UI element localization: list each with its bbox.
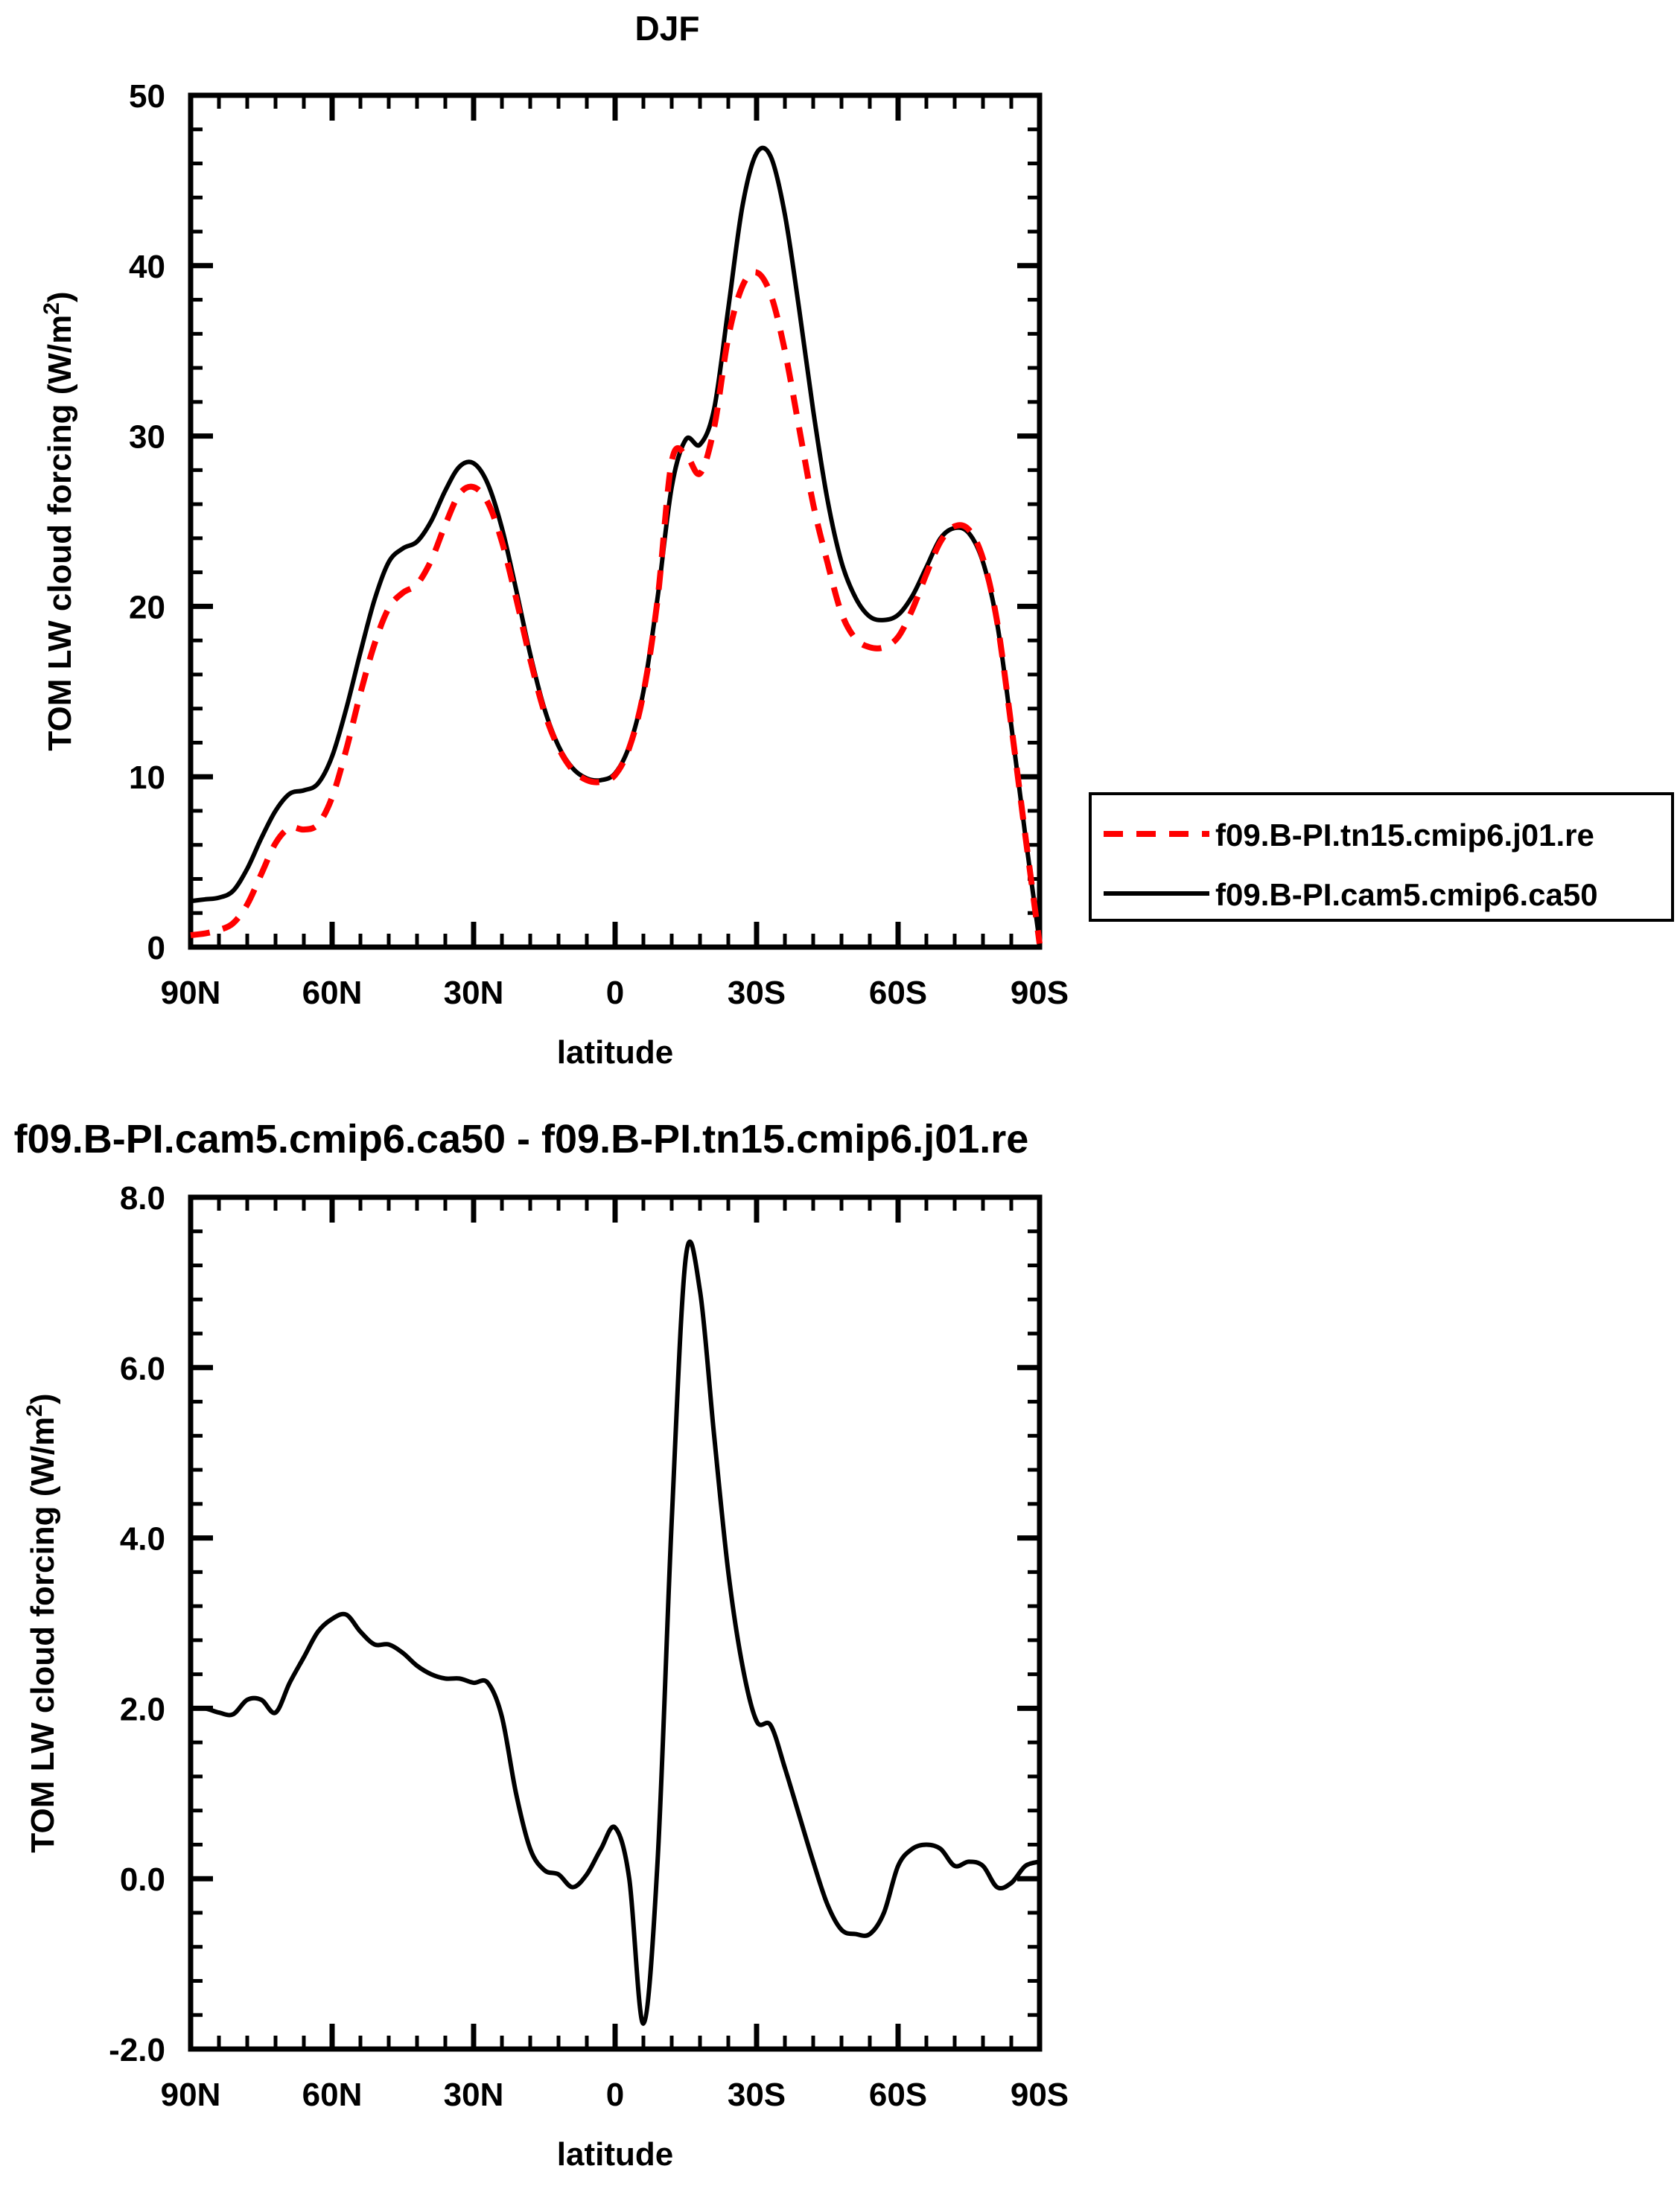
x-tick-label: 90S	[1011, 975, 1069, 1011]
y-tick-label: 50	[129, 78, 165, 115]
x-tick-label: 60S	[869, 2077, 927, 2113]
x-tick-label: 30S	[728, 975, 786, 1011]
y-tick-label: 30	[129, 419, 165, 456]
x-tick-label: 60N	[302, 975, 363, 1011]
bottom-panel: 90N 60N 30N 0 30S 60S 90S -2.0 0.0 2.0 4.0 6.0 8.0	[109, 1180, 1069, 2113]
top-panel-frame	[188, 92, 1043, 950]
x-tick-label: 0	[606, 975, 624, 1011]
y-tick-label: -2.0	[109, 2032, 165, 2068]
bottom-panel-xlabel: latitude	[557, 2136, 673, 2173]
series-line-1	[188, 145, 1042, 945]
bottom-panel-frame	[188, 1194, 1043, 2052]
legend-label-1: f09.B-PI.tn15.cmip6.j01.re	[1215, 818, 1594, 853]
y-tick-label: 20	[129, 589, 165, 625]
y-tick-label: 0	[147, 930, 165, 966]
x-tick-label: 60N	[302, 2077, 363, 2113]
top-panel: 90N 60N 30N 0 30S 60S 90S 0 10 20 30 40 50	[129, 78, 1069, 1011]
x-tick-label: 30N	[444, 975, 504, 1011]
y-tick-label: 4.0	[120, 1521, 165, 1558]
series-line-1	[188, 1239, 1042, 2026]
x-tick-label: 30S	[728, 2077, 786, 2113]
x-tick-label: 60S	[869, 975, 927, 1011]
y-tick-label: 6.0	[120, 1351, 165, 1387]
legend: f09.B-PI.tn15.cmip6.j01.re f09.B-PI.cam5.…	[1089, 792, 1674, 922]
x-tick-label: 30N	[444, 2077, 504, 2113]
bottom-panel-ylabel: TOM LW cloud forcing (W/m2)	[22, 1393, 62, 1852]
middle-title: f09.B-PI.cam5.cmip6.ca50 - f09.B-PI.tn15…	[14, 1117, 1029, 1162]
series-line-2	[190, 269, 1043, 944]
x-tick-label: 0	[606, 2077, 624, 2113]
top-panel-ylabel: TOM LW cloud forcing (W/m2)	[39, 291, 79, 751]
x-tick-label: 90S	[1011, 2077, 1069, 2113]
legend-box	[1089, 792, 1674, 922]
y-tick-label: 0.0	[120, 1861, 165, 1898]
x-tick-label: 90N	[161, 2077, 221, 2113]
x-tick-label: 90N	[161, 975, 221, 1011]
y-tick-label: 10	[129, 759, 165, 796]
y-tick-label: 40	[129, 249, 165, 285]
top-panel-xlabel: latitude	[557, 1034, 673, 1071]
y-tick-label: 2.0	[120, 1691, 165, 1727]
y-tick-label: 8.0	[120, 1180, 165, 1217]
top-panel-title: DJF	[635, 9, 700, 48]
legend-label-2: f09.B-PI.cam5.cmip6.ca50	[1215, 877, 1598, 912]
